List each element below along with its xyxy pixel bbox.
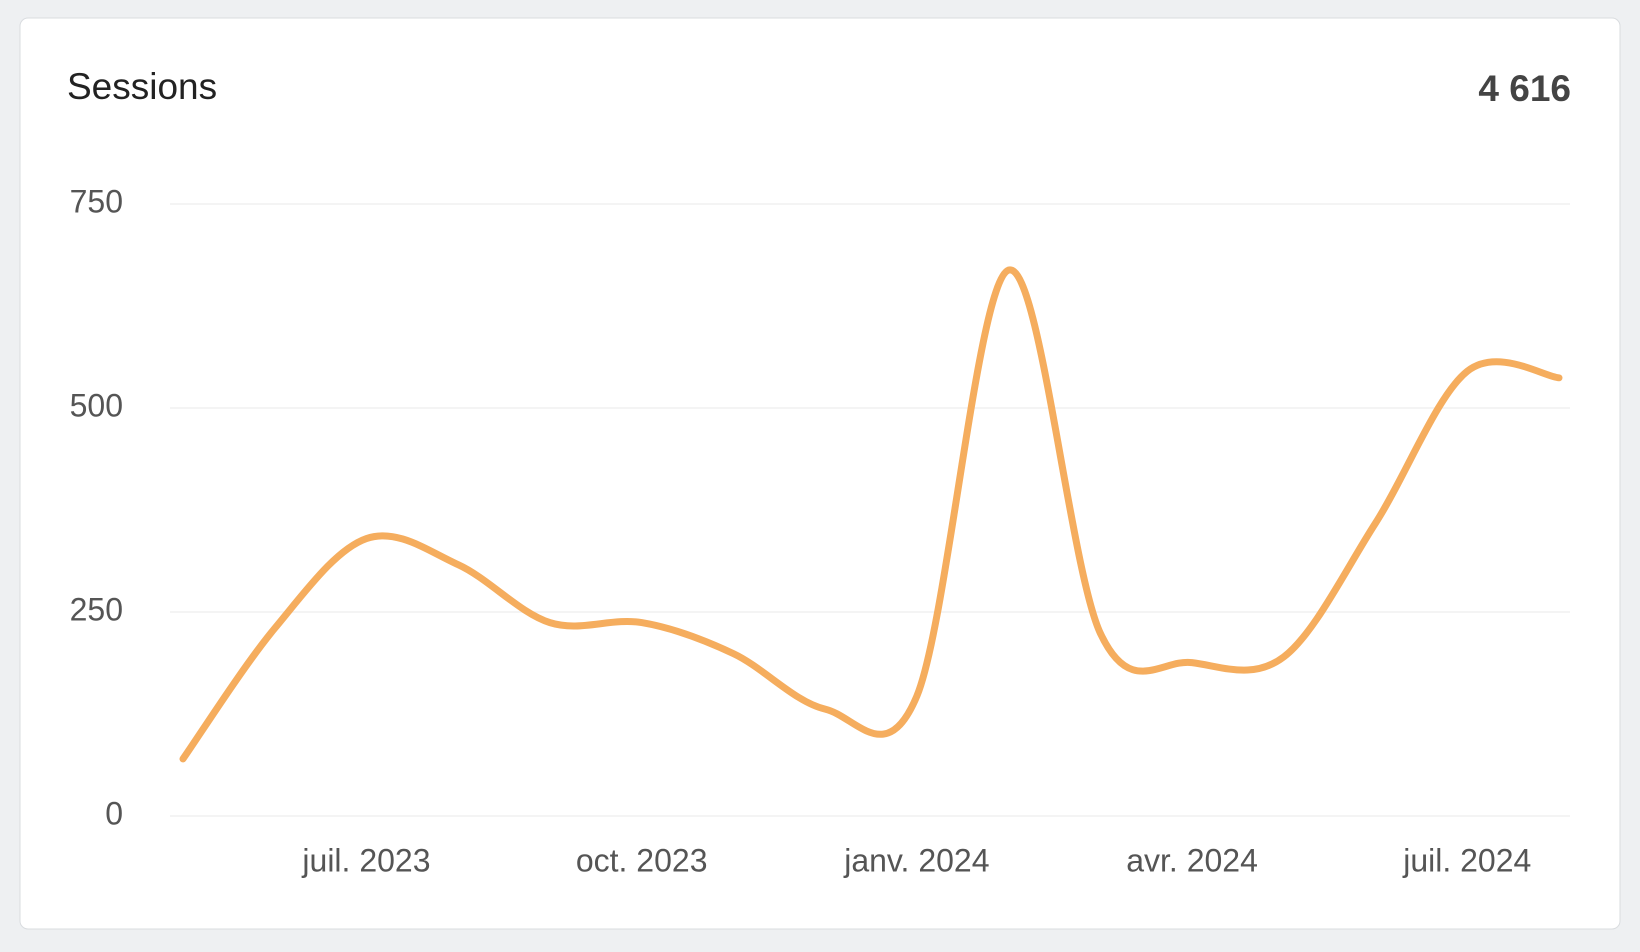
line xyxy=(179,266,1563,763)
y-tick-label: 250 xyxy=(70,591,123,627)
total-value: 4 616 xyxy=(1478,68,1571,109)
chart-title: Sessions xyxy=(67,66,217,107)
x-tick-label: juil. 2023 xyxy=(301,842,430,878)
y-tick-label: 0 xyxy=(105,795,123,831)
x-tick-label: avr. 2024 xyxy=(1126,842,1258,878)
x-tick-label: janv. 2024 xyxy=(843,842,989,878)
card xyxy=(19,17,1621,930)
x-tick-label: juil. 2024 xyxy=(1402,842,1531,878)
x-tick-label: oct. 2023 xyxy=(576,842,708,878)
y-tick-label: 750 xyxy=(70,183,123,219)
y-tick-label: 500 xyxy=(70,387,123,423)
